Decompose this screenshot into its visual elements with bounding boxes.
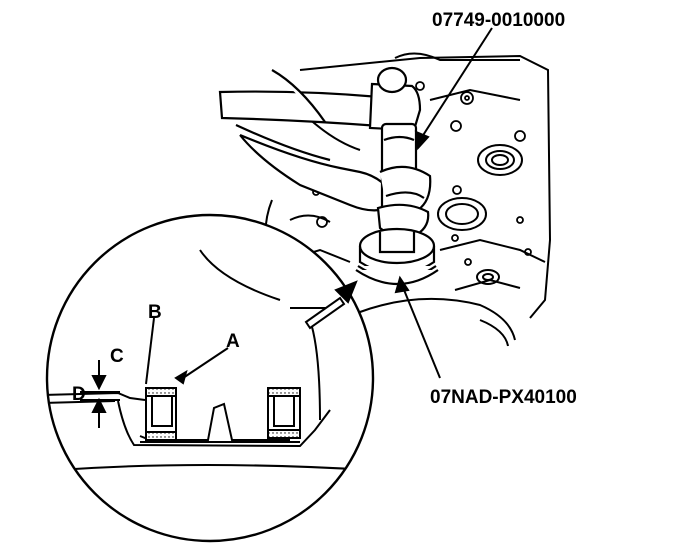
seal-right (267, 387, 301, 439)
housing-seal-middle (437, 197, 487, 231)
seal-a-left (145, 387, 177, 441)
attachment (355, 227, 439, 286)
hand-and-driver (235, 122, 432, 238)
hammer (218, 66, 422, 132)
attachment-label: 07NAD-PX40100 (430, 387, 577, 408)
detail-pointer-arrow (304, 280, 358, 330)
label-b: B (148, 302, 162, 323)
callout-leaders (394, 27, 493, 379)
housing-seal-upper (477, 144, 523, 176)
dimension-arrows (80, 360, 120, 428)
label-a: A (226, 331, 240, 352)
detail-leaders (145, 317, 229, 385)
label-d: D (72, 384, 86, 405)
label-c: C (110, 346, 124, 367)
driver-handle-label: 07749-0010000 (432, 10, 565, 31)
detail-view (45, 213, 375, 543)
housing-seal-small (476, 269, 500, 285)
